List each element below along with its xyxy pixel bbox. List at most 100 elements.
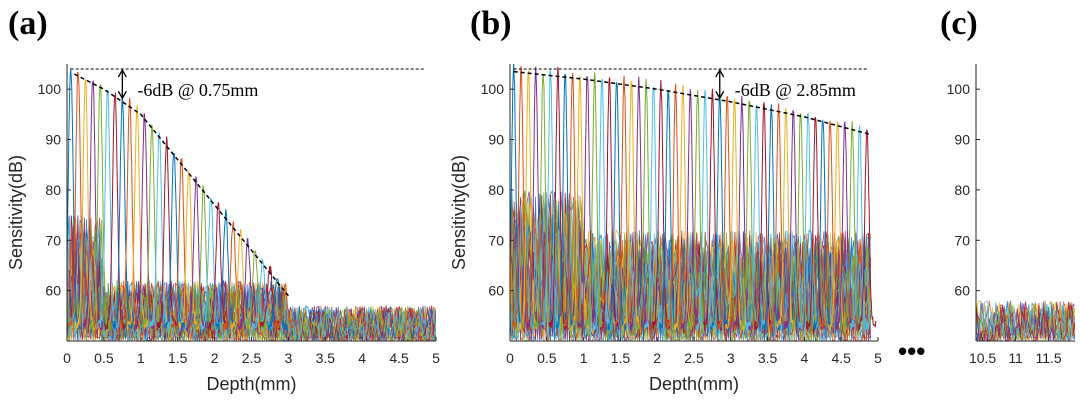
rolloff-annotation: -6dB @ 2.85mm — [735, 80, 856, 100]
peak-trace — [806, 116, 825, 331]
panel-c: 10.5 11 11.5 60 70 80 90 100 (c) — [940, 5, 1075, 366]
x-tick-label: 3 — [727, 350, 735, 366]
x-tick-label: 1.5 — [168, 350, 188, 366]
db-arrow-head-top — [715, 68, 725, 78]
peak-trace — [681, 89, 700, 330]
y-tick-label: 80 — [954, 182, 970, 198]
panel-a: -6dB @ 0.75mm 0 0.5 1 1.5 2 2.5 3 3.5 4 4.5 5 60 70 80… — [6, 5, 440, 394]
x-tick-label: 1.5 — [611, 350, 631, 366]
peak-trace — [843, 121, 862, 330]
peak-trace — [215, 209, 237, 331]
x-axis-label: Depth(mm) — [649, 374, 739, 394]
peak-trace — [636, 78, 656, 332]
peak-trace — [644, 86, 663, 331]
x-tick-label: 2.5 — [684, 350, 704, 366]
x-tick-label: 0 — [63, 350, 71, 366]
peak-trace — [104, 92, 126, 331]
peak-trace — [688, 90, 707, 330]
plot-area — [976, 300, 1075, 341]
peak-trace — [747, 104, 766, 329]
rolloff-envelope — [74, 73, 289, 297]
peak-trace — [126, 105, 148, 331]
peak-trace — [82, 80, 104, 331]
noise-trace — [67, 216, 436, 341]
peak-trace — [850, 125, 869, 331]
y-tick-label: 60 — [45, 283, 61, 299]
noise-trace — [67, 218, 436, 341]
y-axis-label: Sensitivity(dB) — [6, 155, 26, 270]
peak-trace — [141, 124, 162, 330]
peak-trace — [75, 79, 96, 333]
x-tick-label: 5 — [874, 350, 882, 366]
peak-trace — [563, 72, 582, 329]
panel-label: (c) — [940, 5, 978, 42]
peak-trace — [666, 83, 685, 330]
y-tick-label: 90 — [488, 132, 504, 148]
peak-trace — [776, 107, 796, 330]
peak-trace — [67, 71, 89, 329]
x-tick-label: 0.5 — [94, 350, 114, 366]
x-tick-label: 11.5 — [1035, 350, 1061, 366]
peak-trace — [857, 129, 877, 331]
x-tick-label: 4 — [358, 350, 366, 366]
x-tick-label: 3.5 — [758, 350, 778, 366]
x-tick-label: 4.5 — [389, 350, 409, 366]
x-tick-label: 3.5 — [316, 350, 336, 366]
peak-trace — [577, 75, 597, 329]
y-tick-label: 60 — [488, 283, 504, 299]
x-tick-label: 2 — [211, 350, 219, 366]
ellipsis-dots: ••• — [898, 336, 925, 366]
noise-trace — [976, 301, 1075, 341]
peak-trace — [178, 171, 200, 331]
noise-trace — [510, 192, 871, 341]
x-tick-label: 11 — [1008, 350, 1023, 366]
peak-trace — [673, 84, 693, 331]
peak-trace — [274, 282, 296, 330]
peak-trace — [511, 66, 531, 331]
peak-trace — [541, 69, 560, 331]
y-tick-label: 70 — [488, 232, 504, 248]
x-tick-label: 1 — [137, 350, 145, 366]
peak-trace — [717, 96, 737, 330]
x-tick-label: 4.5 — [831, 350, 851, 366]
y-tick-label: 70 — [45, 232, 61, 248]
peak-trace — [791, 113, 811, 331]
peak-trace — [658, 90, 678, 331]
peak-trace — [761, 104, 781, 331]
x-tick-label: 4 — [801, 350, 809, 366]
peak-trace — [185, 176, 207, 332]
peak-trace — [651, 79, 671, 330]
x-tick-label: 2.5 — [242, 350, 262, 366]
y-tick-label: 90 — [45, 132, 61, 148]
x-tick-label: 2 — [653, 350, 661, 366]
db-arrow-head-bottom — [117, 90, 127, 100]
y-tick-label: 60 — [954, 283, 970, 299]
y-tick-label: 70 — [954, 232, 970, 248]
x-tick-label: 0.5 — [537, 350, 557, 366]
peak-trace — [585, 72, 604, 330]
peak-trace — [222, 220, 244, 331]
x-tick-label: 0 — [506, 350, 514, 366]
panel-b: -6dB @ 2.85mm 0 0.5 1 1.5 2 2.5 3 3.5 4 4.5 5 60 70 80… — [449, 5, 882, 394]
peak-trace — [607, 82, 626, 332]
x-tick-label: 10.5 — [969, 350, 996, 366]
y-tick-label: 100 — [481, 81, 505, 97]
peak-trace — [134, 112, 155, 331]
panel-label: (b) — [470, 5, 512, 42]
peak-trace — [600, 76, 619, 331]
y-tick-label: 100 — [947, 81, 971, 97]
peak-trace — [555, 73, 575, 330]
plot-area — [510, 64, 877, 341]
peak-trace — [548, 66, 568, 330]
y-axis-label: Sensitivity(dB) — [449, 155, 469, 270]
peak-trace — [813, 119, 833, 331]
peak-trace — [156, 136, 178, 331]
db-arrow-head-bottom — [715, 90, 725, 100]
x-tick-label: 3 — [285, 350, 293, 366]
peak-trace — [266, 277, 288, 331]
x-axis-label: Depth(mm) — [206, 374, 296, 394]
rolloff-annotation: -6dB @ 0.75mm — [137, 80, 258, 100]
peak-trace — [148, 132, 170, 331]
